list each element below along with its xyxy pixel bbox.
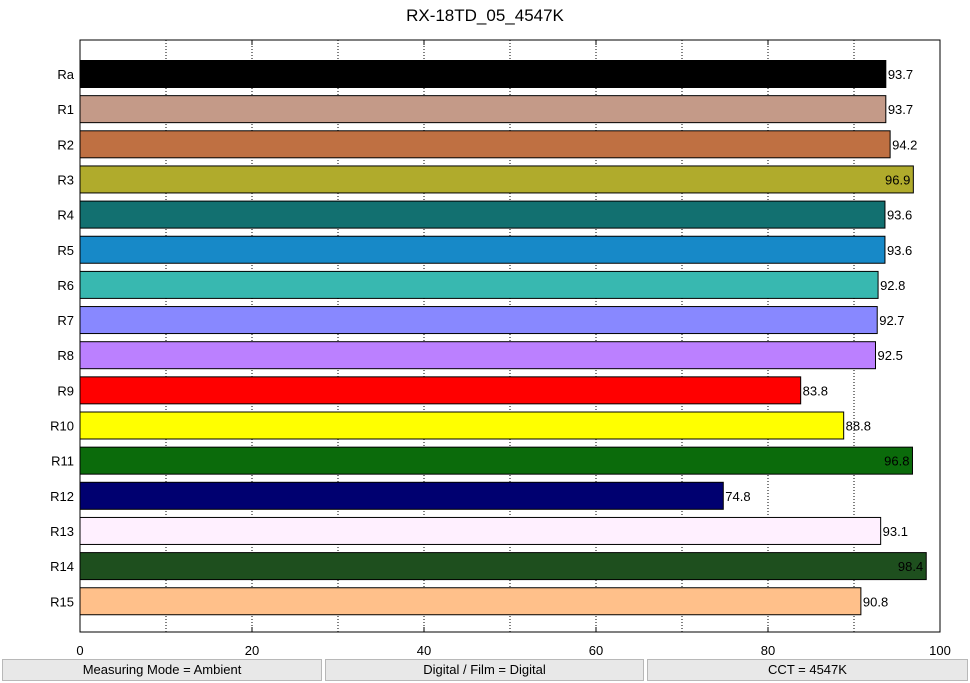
bar-value-label: 93.6 [887,208,912,223]
bar-value-label: 93.6 [887,243,912,258]
category-label: R4 [57,208,74,223]
cct-status: CCT = 4547K [647,659,968,681]
bar-value-label: 92.7 [879,313,904,328]
bar-value-label: 96.9 [885,172,910,187]
bar-value-label: 74.8 [725,489,750,504]
bar-r9 [79,376,802,405]
x-tick-label: 60 [589,643,603,658]
digital-film-status: Digital / Film = Digital [325,659,644,681]
category-label: R9 [57,383,74,398]
category-label: R11 [51,454,74,469]
bar-r1 [79,95,887,124]
bar-r14 [79,552,927,581]
category-label: R13 [50,524,74,539]
bar-r10 [79,411,845,440]
category-label: R10 [50,419,74,434]
bar-r7 [79,306,878,335]
bar-r12 [79,481,724,510]
x-tick-label: 0 [76,643,83,658]
bar-r5 [79,235,886,264]
bar-value-labels: 93.7 93.7 94.2 96.9 93.6 93.6 92.8 92.7 92.5 83.8… [725,67,923,609]
bar-r13 [79,516,882,545]
category-labels: Ra R1 R2 R3 R4 R5 R6 R7 R8 R9 R10 R11 R12 R13 R14 R15 [50,67,75,609]
category-label: R14 [50,559,74,574]
bar-r2 [79,130,891,159]
measuring-mode-status: Measuring Mode = Ambient [2,659,322,681]
x-tick-label: 20 [245,643,259,658]
category-label: R12 [50,489,74,504]
bar-value-label: 92.8 [880,278,905,293]
bar-value-label: 83.8 [803,383,828,398]
category-label: R8 [57,348,74,363]
bar-value-label: 98.4 [898,559,923,574]
bar-r8 [79,341,876,370]
category-label: R15 [50,594,74,609]
x-tick-label: 100 [929,643,951,658]
category-label: R3 [57,172,74,187]
category-label: Ra [57,67,74,82]
bar-r11 [79,446,913,475]
bar-value-label: 93.7 [888,102,913,117]
bar-value-label: 96.8 [884,454,909,469]
bar-value-label: 92.5 [878,348,903,363]
bar-r4 [79,200,886,229]
category-label: R7 [57,313,74,328]
bar-value-label: 88.8 [846,419,871,434]
bar-value-label: 93.1 [883,524,908,539]
bar-r3 [79,165,914,194]
bar-chart: 93.7 93.7 94.2 96.9 93.6 93.6 92.8 92.7 92.5 83.8… [50,39,951,658]
bar-value-label: 90.8 [863,594,888,609]
bar-r6 [79,270,879,299]
category-label: R6 [57,278,74,293]
category-label: R2 [57,137,74,152]
x-tick-label: 80 [761,643,775,658]
bar-value-label: 94.2 [892,137,917,152]
bar-value-label: 93.7 [888,67,913,82]
plot-frame [79,39,941,633]
bar-r15 [79,587,862,616]
x-tick-label: 40 [417,643,431,658]
chart-title: RX-18TD_05_4547K [406,6,564,25]
category-label: R1 [57,102,74,117]
bars [79,60,927,616]
bar-ra [79,60,887,88]
category-label: R5 [57,243,74,258]
x-axis-ticks: 0 20 40 60 80 100 [76,40,951,658]
